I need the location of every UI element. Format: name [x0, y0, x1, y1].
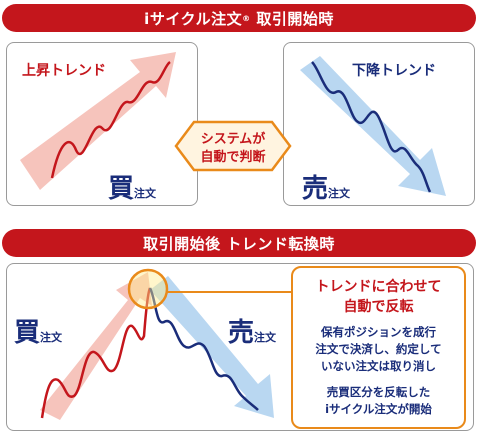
callout-body2: 注文で決済し、約定して: [315, 342, 442, 356]
top-banner: iサイクル注文 ® 取引開始時: [2, 4, 476, 32]
reversal-sell-label: 売注文: [228, 312, 276, 349]
top-banner-text: iサイクル注文: [144, 9, 243, 28]
reversal-callout: トレンドに合わせて 自動で反転 保有ポジションを成行 注文で決済し、約定して い…: [291, 266, 466, 429]
reversal-sell-big: 売: [228, 318, 255, 348]
turning-point-circle: [127, 268, 169, 310]
uptrend-wave: [50, 60, 171, 179]
downtrend-wave: [311, 61, 432, 193]
buy-order-small: 注文: [134, 187, 157, 200]
buy-order-big: 買: [108, 174, 135, 204]
reversal-sell-small: 注文: [254, 331, 277, 344]
callout-body1: 保有ポジションを成行: [321, 325, 436, 339]
reversal-down-arrow: [150, 276, 274, 418]
sell-order-small: 注文: [328, 187, 351, 200]
downtrend-title: 下降トレンド: [352, 63, 436, 79]
registered-mark: ®: [242, 13, 251, 23]
reversal-buy-small: 注文: [40, 331, 63, 344]
sell-order-label: 売注文: [302, 168, 350, 205]
reversal-up-arrow: [40, 272, 152, 420]
buy-order-label: 買注文: [108, 168, 156, 205]
callout-heading1: トレンドに合わせて: [315, 279, 442, 295]
sell-order-big: 売: [302, 174, 329, 204]
reversal-falling-wave: [148, 287, 259, 411]
top-banner-suffix: 取引開始時: [256, 9, 334, 28]
callout-body3: いない注文は取り消し: [321, 359, 436, 373]
bottom-banner: 取引開始後 トレンド転換時: [2, 229, 476, 257]
reversal-buy-big: 買: [14, 318, 41, 348]
badge-line2: 自動で判断: [200, 150, 266, 165]
callout-body4: 売買区分を反転した: [326, 385, 431, 399]
reversal-buy-label: 買注文: [14, 312, 62, 349]
badge-line1: システムが: [200, 132, 266, 147]
callout-body5: iサイクル注文が開始: [325, 402, 432, 416]
reversal-rising-wave: [40, 287, 152, 419]
callout-heading2: 自動で反転: [343, 299, 414, 315]
uptrend-title: 上昇トレンド: [22, 63, 106, 79]
system-badge: [174, 120, 292, 172]
